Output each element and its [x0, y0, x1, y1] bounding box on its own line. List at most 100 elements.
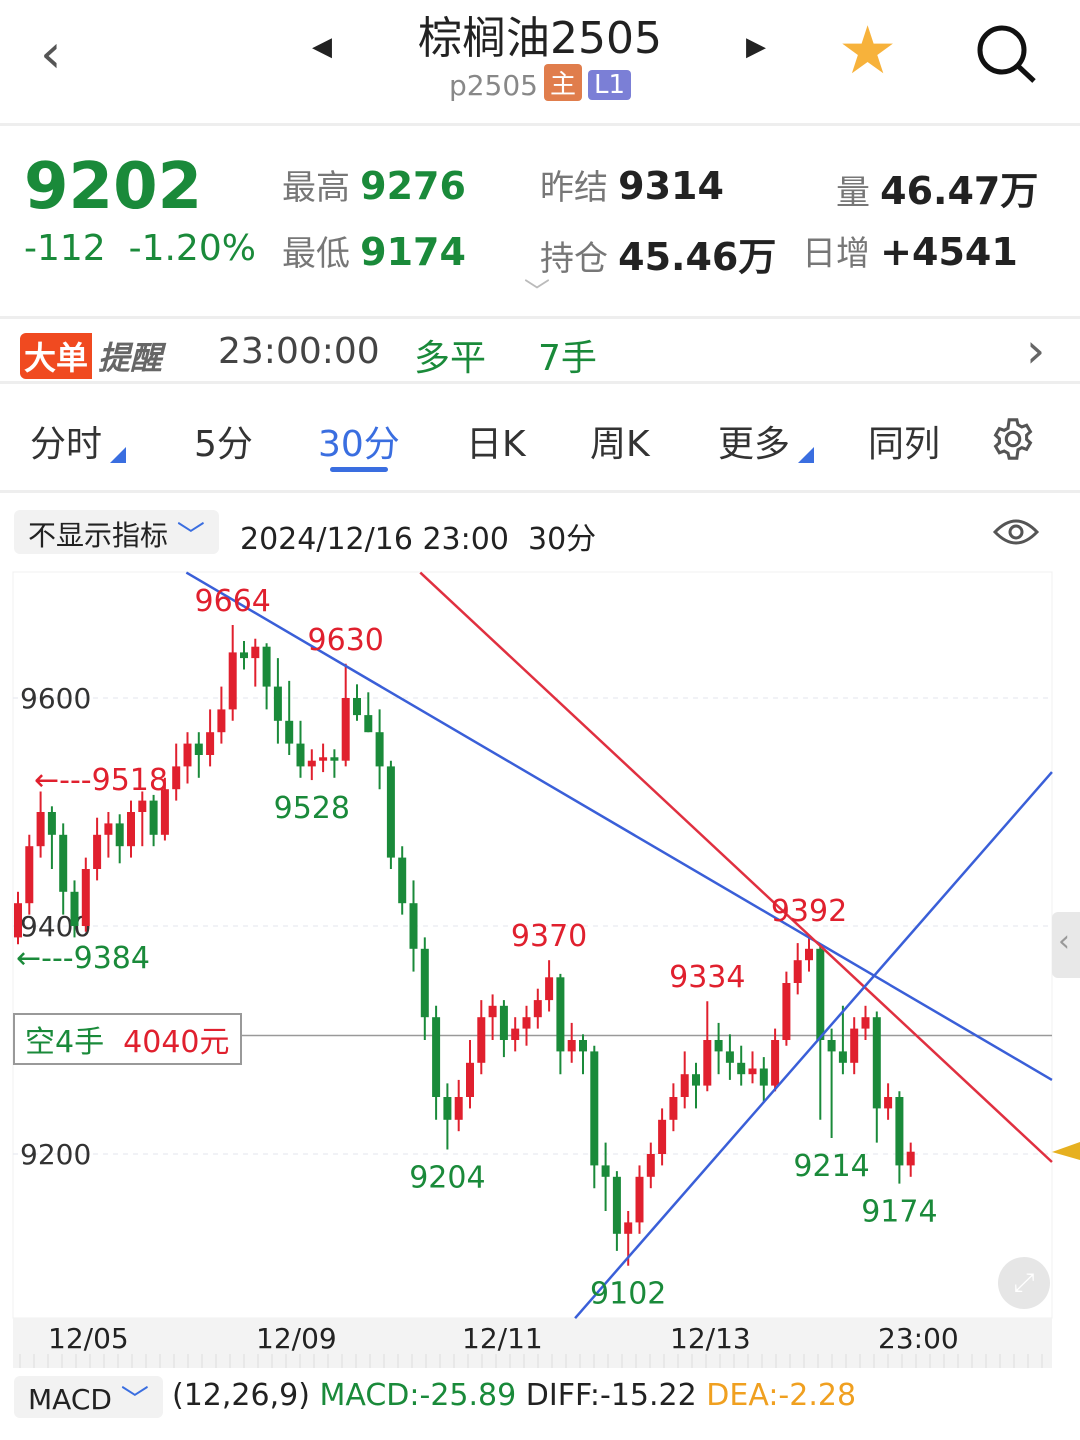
- tab-4[interactable]: 周K: [590, 415, 650, 467]
- tab-label: 更多: [718, 424, 791, 465]
- candle-body: [782, 983, 791, 1040]
- candle-body: [805, 948, 813, 961]
- big-order-alert-bar[interactable]: 大单 提醒 23:00:00 多平 7手 ›: [0, 316, 1080, 384]
- prev-settle-stat: 昨结 9314: [540, 164, 724, 208]
- candle-body: [533, 1000, 542, 1018]
- candle: [420, 937, 429, 1040]
- tab-3[interactable]: 日K: [466, 415, 526, 467]
- next-contract-icon[interactable]: ▶: [746, 32, 766, 62]
- settings-gear-icon[interactable]: [990, 416, 1036, 462]
- candle: [737, 1045, 746, 1086]
- candle: [47, 806, 56, 869]
- macd-select[interactable]: MACD ﹀: [14, 1376, 163, 1418]
- alert-type: 多平: [414, 338, 487, 379]
- tab-0[interactable]: 分时: [30, 415, 127, 467]
- range-min-label: ←---9384: [16, 941, 150, 976]
- candle: [454, 1079, 463, 1132]
- macd-values: (12,26,9) MACD:-25.89 DIFF:-15.22 DEA:-2…: [172, 1378, 857, 1413]
- candle-body: [70, 891, 79, 926]
- candle-body: [861, 1017, 870, 1029]
- candle: [194, 732, 203, 778]
- candle: [601, 1142, 610, 1211]
- candle: [307, 749, 316, 781]
- candle: [183, 732, 192, 784]
- contract-code-row: p2505 主 L1: [0, 64, 1080, 102]
- candle: [251, 638, 260, 687]
- candle: [432, 1005, 441, 1120]
- candle: [375, 709, 384, 790]
- alert-time: 23:00:00: [218, 331, 380, 372]
- position-tag[interactable]: 空4手 4040元: [13, 1013, 242, 1065]
- candle: [466, 1040, 474, 1109]
- eye-icon[interactable]: [992, 514, 1040, 550]
- tab-2[interactable]: 30分: [318, 415, 400, 472]
- candle: [511, 1017, 520, 1052]
- low-stat: 最低 9174: [282, 230, 466, 274]
- candle-body: [398, 857, 407, 904]
- candle: [838, 1005, 847, 1075]
- tab-label: 日K: [466, 424, 526, 465]
- candle-body: [104, 823, 113, 835]
- candle-body: [725, 1051, 734, 1063]
- candle: [262, 643, 271, 710]
- candle-body: [307, 760, 316, 767]
- price-change: -112 -1.20%: [24, 228, 256, 269]
- candle: [895, 1091, 904, 1184]
- candle-body: [206, 732, 215, 755]
- back-icon[interactable]: ‹: [40, 22, 62, 85]
- candle: [386, 760, 395, 869]
- search-icon[interactable]: [974, 24, 1038, 84]
- favorite-star-icon[interactable]: ★: [838, 12, 898, 89]
- divider: [0, 490, 1080, 493]
- candle-body: [409, 903, 418, 949]
- y-tick-label: 9600: [20, 682, 91, 715]
- candle-body: [522, 1017, 531, 1029]
- candle-body: [737, 1062, 746, 1075]
- candle-body: [692, 1074, 700, 1086]
- candle: [273, 658, 282, 744]
- chevron-down-icon: ﹀: [176, 519, 205, 552]
- candle: [353, 684, 361, 721]
- side-panel-toggle[interactable]: ‹: [1052, 912, 1080, 978]
- candle-body: [680, 1074, 689, 1097]
- candle-body: [183, 743, 192, 767]
- tab-label: 分时: [30, 424, 103, 465]
- candle-body: [793, 960, 802, 983]
- candle-body: [341, 698, 350, 761]
- high-label: 9334: [669, 960, 745, 995]
- tab-6[interactable]: 同列: [868, 415, 940, 467]
- tab-5[interactable]: 更多: [718, 415, 815, 467]
- candle-body: [273, 686, 282, 721]
- candle-body: [14, 903, 22, 938]
- x-tick-label: 12/09: [256, 1322, 337, 1355]
- y-tick-label: 9200: [20, 1138, 91, 1171]
- candle: [488, 994, 497, 1040]
- candle-body: [127, 812, 135, 847]
- expand-chevron-icon[interactable]: ﹀: [524, 278, 551, 308]
- tab-1[interactable]: 5分: [194, 415, 253, 467]
- candle-body: [601, 1165, 610, 1177]
- candle: [228, 625, 237, 721]
- candle: [556, 973, 565, 1075]
- candle: [703, 1001, 712, 1092]
- candle-body: [194, 743, 203, 755]
- candle-body: [646, 1154, 655, 1177]
- indicator-select[interactable]: 不显示指标 ﹀: [14, 510, 219, 554]
- prev-contract-icon[interactable]: ◀: [312, 32, 332, 62]
- candle: [793, 943, 802, 995]
- candle: [296, 720, 305, 778]
- candle-body: [466, 1062, 474, 1097]
- candle-body: [850, 1028, 859, 1063]
- candle: [93, 817, 102, 881]
- candle-body: [262, 646, 271, 687]
- candle: [545, 960, 554, 1012]
- fullscreen-icon[interactable]: ⤢: [998, 1257, 1050, 1309]
- chevron-down-icon: ﹀: [120, 1383, 149, 1416]
- contract-title: 棕榈油2505: [418, 13, 662, 64]
- candle: [658, 1108, 667, 1166]
- chevron-right-icon[interactable]: ›: [1026, 323, 1046, 379]
- candle: [533, 988, 542, 1029]
- candle-body: [93, 834, 102, 869]
- candle: [590, 1045, 599, 1189]
